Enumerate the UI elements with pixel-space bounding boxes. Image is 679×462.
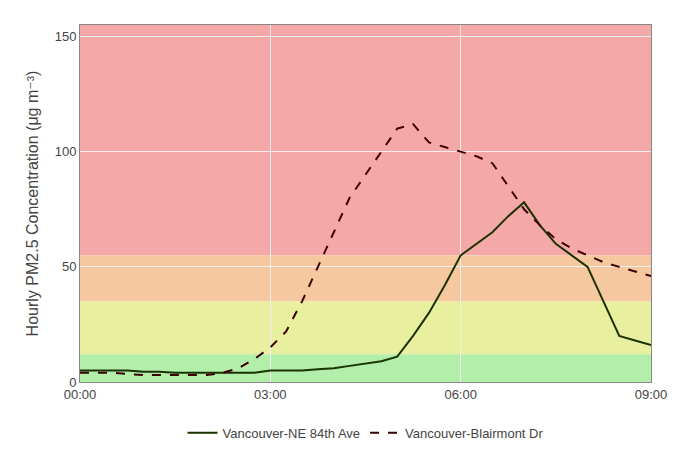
- svg-text:50: 50: [62, 259, 76, 274]
- svg-text:00:00: 00:00: [64, 387, 97, 402]
- svg-text:0: 0: [69, 375, 76, 390]
- svg-text:06:00: 06:00: [444, 387, 477, 402]
- svg-text:Vancouver-Blairmont Dr: Vancouver-Blairmont Dr: [405, 426, 543, 441]
- svg-text:100: 100: [55, 144, 77, 159]
- svg-text:03:00: 03:00: [254, 387, 287, 402]
- svg-text:09:00: 09:00: [635, 387, 668, 402]
- svg-text:Vancouver-NE 84th Ave: Vancouver-NE 84th Ave: [223, 426, 361, 441]
- svg-text:150: 150: [55, 29, 77, 44]
- svg-text:Hourly PM2.5 Concentration (μg: Hourly PM2.5 Concentration (μg m⁻³): [24, 71, 41, 337]
